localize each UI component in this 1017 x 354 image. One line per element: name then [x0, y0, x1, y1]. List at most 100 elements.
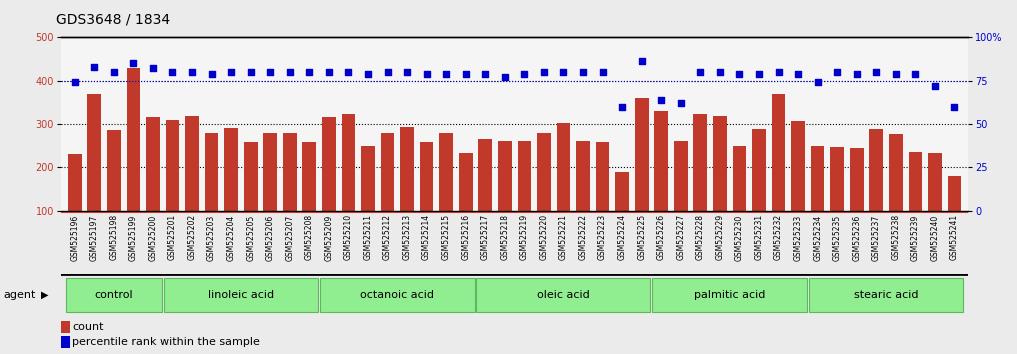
Point: [184, 69, 200, 75]
Bar: [439, 133, 453, 254]
Bar: [908, 152, 922, 254]
Text: GSM525197: GSM525197: [89, 214, 99, 261]
Point: [810, 79, 826, 85]
Text: linoleic acid: linoleic acid: [207, 290, 274, 300]
Bar: [948, 176, 961, 254]
Bar: [830, 147, 844, 254]
Point: [536, 69, 552, 75]
Text: GSM525240: GSM525240: [931, 214, 940, 261]
Text: GSM525215: GSM525215: [441, 214, 451, 261]
Bar: [380, 133, 395, 254]
Bar: [61, 336, 70, 348]
Point: [496, 74, 513, 80]
Point: [575, 69, 591, 75]
Text: GSM525196: GSM525196: [70, 214, 79, 261]
Bar: [694, 114, 707, 254]
Text: GSM525225: GSM525225: [638, 214, 646, 261]
Point: [399, 69, 415, 75]
Point: [907, 71, 923, 76]
Text: GSM525237: GSM525237: [872, 214, 881, 261]
Point: [301, 69, 317, 75]
Text: oleic acid: oleic acid: [537, 290, 590, 300]
Point: [66, 79, 82, 85]
Point: [360, 71, 376, 76]
Bar: [615, 172, 629, 254]
Text: stearic acid: stearic acid: [854, 290, 918, 300]
Text: GSM525230: GSM525230: [735, 214, 744, 261]
Point: [712, 69, 728, 75]
Bar: [107, 130, 121, 254]
Point: [477, 71, 493, 76]
Text: GDS3648 / 1834: GDS3648 / 1834: [57, 13, 171, 27]
Text: GSM525223: GSM525223: [598, 214, 607, 261]
Text: agent: agent: [3, 290, 36, 300]
Bar: [204, 132, 219, 254]
Bar: [146, 118, 160, 254]
Point: [653, 97, 669, 102]
Text: GSM525201: GSM525201: [168, 214, 177, 261]
FancyBboxPatch shape: [477, 278, 651, 312]
Text: GSM525209: GSM525209: [324, 214, 334, 261]
Bar: [68, 154, 81, 254]
Text: GSM525206: GSM525206: [265, 214, 275, 261]
Text: GSM525228: GSM525228: [696, 214, 705, 260]
Text: count: count: [72, 322, 104, 332]
Bar: [811, 147, 825, 254]
Bar: [263, 132, 277, 254]
Point: [672, 100, 689, 106]
Text: GSM525221: GSM525221: [559, 214, 567, 260]
Text: GSM525211: GSM525211: [363, 214, 372, 260]
Point: [790, 71, 806, 76]
Text: GSM525231: GSM525231: [755, 214, 764, 261]
Text: GSM525234: GSM525234: [814, 214, 822, 261]
Point: [693, 69, 709, 75]
Bar: [225, 128, 238, 254]
Bar: [674, 141, 687, 254]
Point: [771, 69, 787, 75]
Point: [144, 65, 161, 71]
Text: palmitic acid: palmitic acid: [694, 290, 766, 300]
Text: GSM525210: GSM525210: [344, 214, 353, 261]
Point: [458, 71, 474, 76]
Text: GSM525204: GSM525204: [227, 214, 236, 261]
Text: GSM525207: GSM525207: [285, 214, 294, 261]
Bar: [302, 142, 316, 254]
Bar: [870, 129, 883, 254]
Bar: [732, 147, 746, 254]
Bar: [772, 93, 785, 254]
Point: [926, 83, 943, 88]
Bar: [126, 68, 140, 254]
Text: control: control: [95, 290, 133, 300]
Text: GSM525233: GSM525233: [793, 214, 802, 261]
Text: GSM525226: GSM525226: [657, 214, 666, 261]
Text: GSM525227: GSM525227: [676, 214, 685, 261]
Point: [829, 69, 845, 75]
Text: GSM525241: GSM525241: [950, 214, 959, 261]
Text: GSM525238: GSM525238: [891, 214, 900, 261]
Bar: [518, 141, 531, 254]
Text: ▶: ▶: [41, 290, 49, 300]
Bar: [753, 129, 766, 254]
Point: [341, 69, 357, 75]
Text: GSM525200: GSM525200: [148, 214, 158, 261]
Text: GSM525199: GSM525199: [129, 214, 138, 261]
Point: [614, 104, 631, 109]
Bar: [498, 141, 512, 254]
Bar: [850, 148, 863, 254]
Point: [242, 69, 258, 75]
Point: [106, 69, 122, 75]
Bar: [459, 153, 473, 254]
Point: [125, 60, 141, 66]
Bar: [889, 134, 903, 254]
FancyBboxPatch shape: [66, 278, 162, 312]
Point: [379, 69, 396, 75]
FancyBboxPatch shape: [320, 278, 475, 312]
Text: GSM525216: GSM525216: [462, 214, 470, 261]
Point: [634, 59, 650, 64]
Bar: [401, 127, 414, 254]
Text: GSM525218: GSM525218: [500, 214, 510, 260]
Bar: [283, 132, 297, 254]
Point: [262, 69, 279, 75]
Bar: [929, 153, 942, 254]
Text: GSM525214: GSM525214: [422, 214, 431, 261]
